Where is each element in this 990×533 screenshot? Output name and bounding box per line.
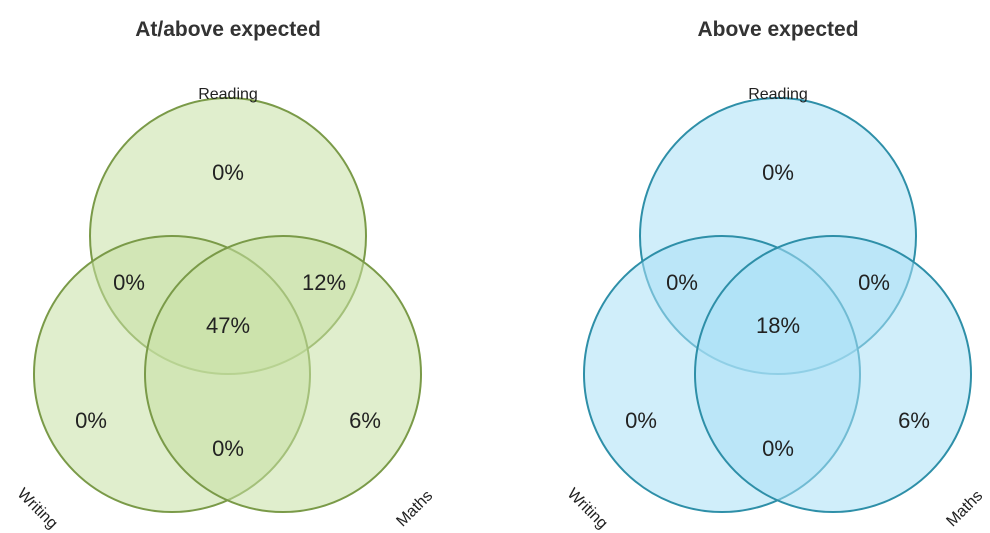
- value-reading-maths: 12%: [302, 270, 346, 295]
- set-label-writing: Writing: [14, 485, 61, 532]
- venn-at-above-expected: At/above expected Reading Writing Maths …: [14, 18, 437, 532]
- circle-maths: [694, 235, 972, 513]
- value-all-three: 18%: [756, 313, 800, 338]
- value-writing-only: 0%: [75, 408, 107, 433]
- set-label-maths: Maths: [943, 487, 986, 530]
- set-label-reading: Reading: [198, 86, 258, 103]
- value-all-three: 47%: [206, 313, 250, 338]
- value-reading-only: 0%: [762, 160, 794, 185]
- value-maths-only: 6%: [898, 408, 930, 433]
- value-reading-writing: 0%: [113, 270, 145, 295]
- set-label-writing: Writing: [564, 485, 611, 532]
- value-reading-only: 0%: [212, 160, 244, 185]
- set-label-reading: Reading: [748, 86, 808, 103]
- set-label-maths: Maths: [393, 487, 436, 530]
- value-writing-maths: 0%: [212, 436, 244, 461]
- circle-maths: [144, 235, 422, 513]
- venn-above-expected: Above expected Reading Writing Maths 0% …: [564, 18, 987, 532]
- value-maths-only: 6%: [349, 408, 381, 433]
- value-writing-maths: 0%: [762, 436, 794, 461]
- value-reading-maths: 0%: [858, 270, 890, 295]
- venn-title: At/above expected: [135, 18, 321, 41]
- value-reading-writing: 0%: [666, 270, 698, 295]
- venn-title: Above expected: [697, 18, 858, 41]
- value-writing-only: 0%: [625, 408, 657, 433]
